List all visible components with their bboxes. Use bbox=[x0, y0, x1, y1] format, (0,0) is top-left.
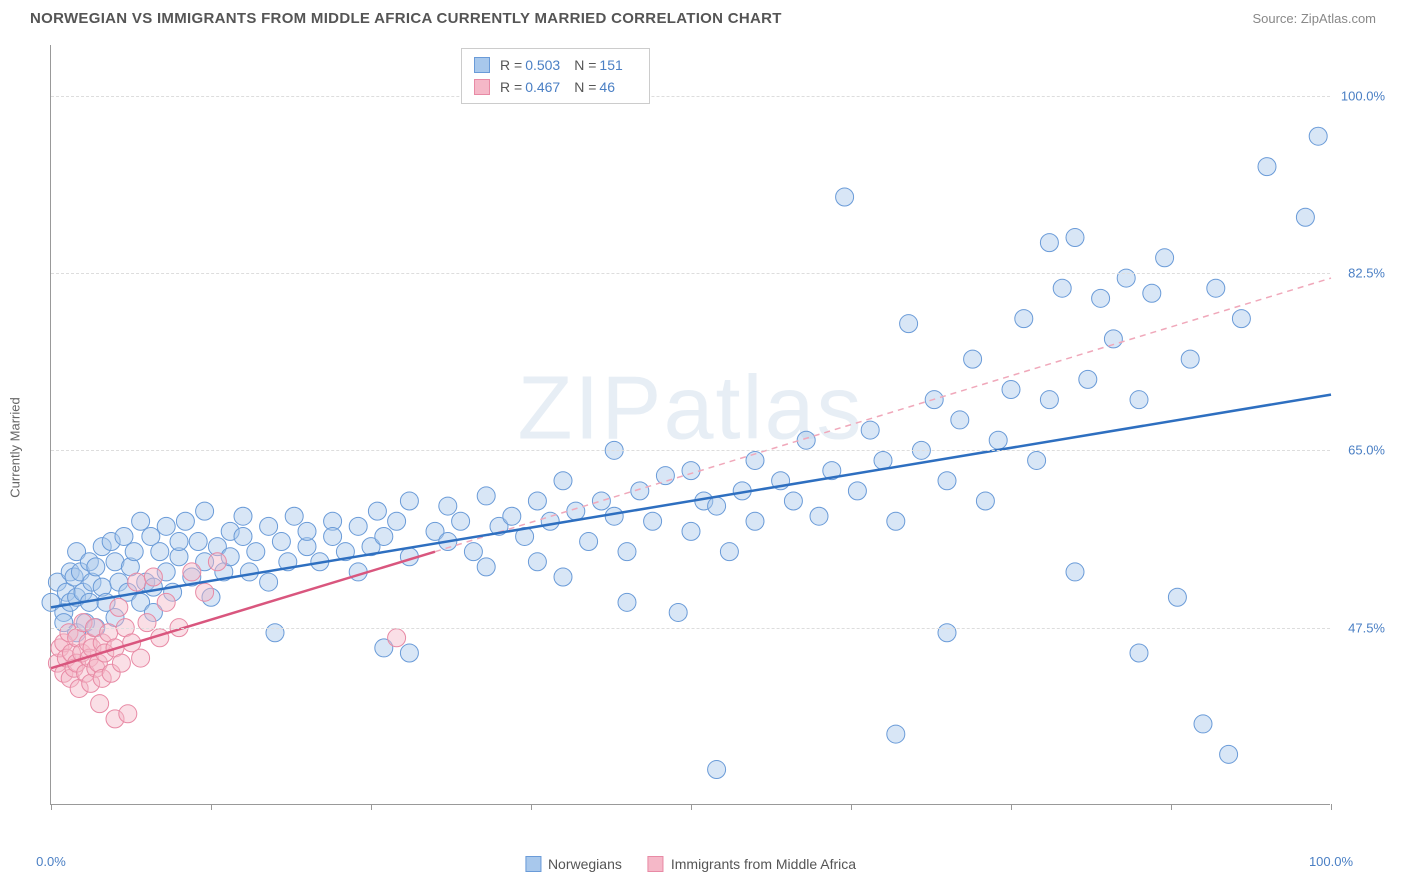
y-axis-label: Currently Married bbox=[8, 397, 23, 497]
legend-label: Norwegians bbox=[548, 856, 622, 872]
plot-area: ZIPatlas R =0.503N =151 R =0.467N =46 No… bbox=[50, 45, 1330, 805]
swatch-immigrants-icon bbox=[648, 856, 664, 872]
chart-container: Currently Married ZIPatlas R =0.503N =15… bbox=[50, 45, 1380, 835]
chart-title: NORWEGIAN VS IMMIGRANTS FROM MIDDLE AFRI… bbox=[30, 10, 782, 27]
correlation-legend: R =0.503N =151 R =0.467N =46 bbox=[461, 48, 650, 104]
legend-label: Immigrants from Middle Africa bbox=[671, 856, 856, 872]
legend-item-norwegians: Norwegians bbox=[525, 856, 622, 872]
swatch-immigrants bbox=[474, 79, 490, 95]
source-attribution: Source: ZipAtlas.com bbox=[1252, 11, 1376, 26]
legend-row-norwegians: R =0.503N =151 bbox=[474, 54, 637, 76]
swatch-norwegians-icon bbox=[525, 856, 541, 872]
swatch-norwegians bbox=[474, 57, 490, 73]
scatter-plot-svg bbox=[51, 45, 1331, 805]
legend-item-immigrants: Immigrants from Middle Africa bbox=[648, 856, 856, 872]
legend-row-immigrants: R =0.467N =46 bbox=[474, 76, 637, 98]
series-legend: Norwegians Immigrants from Middle Africa bbox=[525, 856, 856, 872]
